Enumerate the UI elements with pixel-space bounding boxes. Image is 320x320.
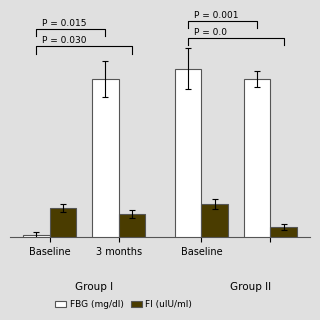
Bar <box>23 235 50 237</box>
Text: P = 0.0: P = 0.0 <box>194 28 227 37</box>
Bar <box>50 208 76 237</box>
Bar <box>92 79 119 237</box>
Text: P = 0.015: P = 0.015 <box>42 19 86 28</box>
Text: Group I: Group I <box>75 282 113 292</box>
Text: P = 0.001: P = 0.001 <box>194 11 238 20</box>
Bar <box>175 69 201 237</box>
Bar <box>201 204 228 237</box>
Text: P = 0.030: P = 0.030 <box>42 36 86 45</box>
Text: Group II: Group II <box>230 282 271 292</box>
Bar <box>270 227 297 237</box>
Bar <box>119 214 145 237</box>
Legend: FBG (mg/dl), FI (uIU/ml): FBG (mg/dl), FI (uIU/ml) <box>52 297 196 313</box>
Bar <box>244 79 270 237</box>
